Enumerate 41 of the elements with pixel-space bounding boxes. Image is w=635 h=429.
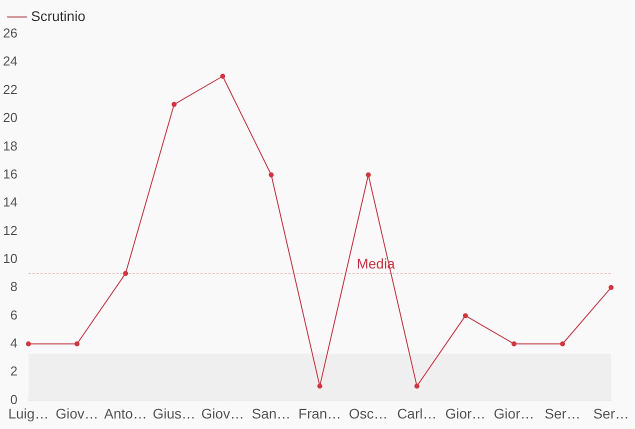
y-tick-label: 8 xyxy=(10,279,18,294)
point xyxy=(220,74,226,79)
x-tick-label: Luig… xyxy=(8,405,49,422)
y-tick-label: 2 xyxy=(10,364,18,379)
y-tick-label: 12 xyxy=(2,222,18,238)
y-tick-label: 22 xyxy=(2,82,18,97)
y-tick-label: 14 xyxy=(2,194,18,210)
y-tick-label: 16 xyxy=(2,166,18,182)
y-tick-label: 0 xyxy=(10,392,18,407)
point xyxy=(462,313,468,318)
x-tick-label: Gius… xyxy=(152,405,196,422)
x-tick-label: Anto… xyxy=(104,405,147,422)
legend-label: Scrutinio xyxy=(31,8,86,24)
x-tick-label: Ser… xyxy=(544,405,580,422)
point xyxy=(74,341,80,346)
point xyxy=(172,102,177,107)
y-tick-label: 4 xyxy=(10,335,18,350)
y-tick-label: 6 xyxy=(10,307,18,322)
point xyxy=(366,172,371,178)
point xyxy=(317,384,322,389)
x-tick-label: Carl… xyxy=(397,405,437,422)
y-tick-label: 24 xyxy=(2,54,18,69)
x-tick-label: San… xyxy=(252,405,291,422)
point xyxy=(414,384,420,389)
x-tick-label: Gior… xyxy=(445,405,486,422)
x-tick-label: Ser… xyxy=(593,405,630,422)
point xyxy=(608,285,614,290)
x-tick-label: Fran… xyxy=(298,405,342,422)
x-tick-label: Giov… xyxy=(56,405,98,422)
point xyxy=(512,341,516,346)
y-tick-label: 10 xyxy=(2,250,18,266)
y-tick-label: 26 xyxy=(2,26,18,41)
point xyxy=(268,172,274,178)
y-tick-label: 18 xyxy=(2,138,18,154)
point xyxy=(560,341,566,346)
point xyxy=(26,341,31,346)
y-tick-label: 20 xyxy=(2,110,18,126)
x-tick-label: Gior… xyxy=(494,405,534,422)
x-tick-label: Giov… xyxy=(201,405,244,422)
point xyxy=(123,270,128,276)
x-tick-label: Osc… xyxy=(348,405,388,422)
